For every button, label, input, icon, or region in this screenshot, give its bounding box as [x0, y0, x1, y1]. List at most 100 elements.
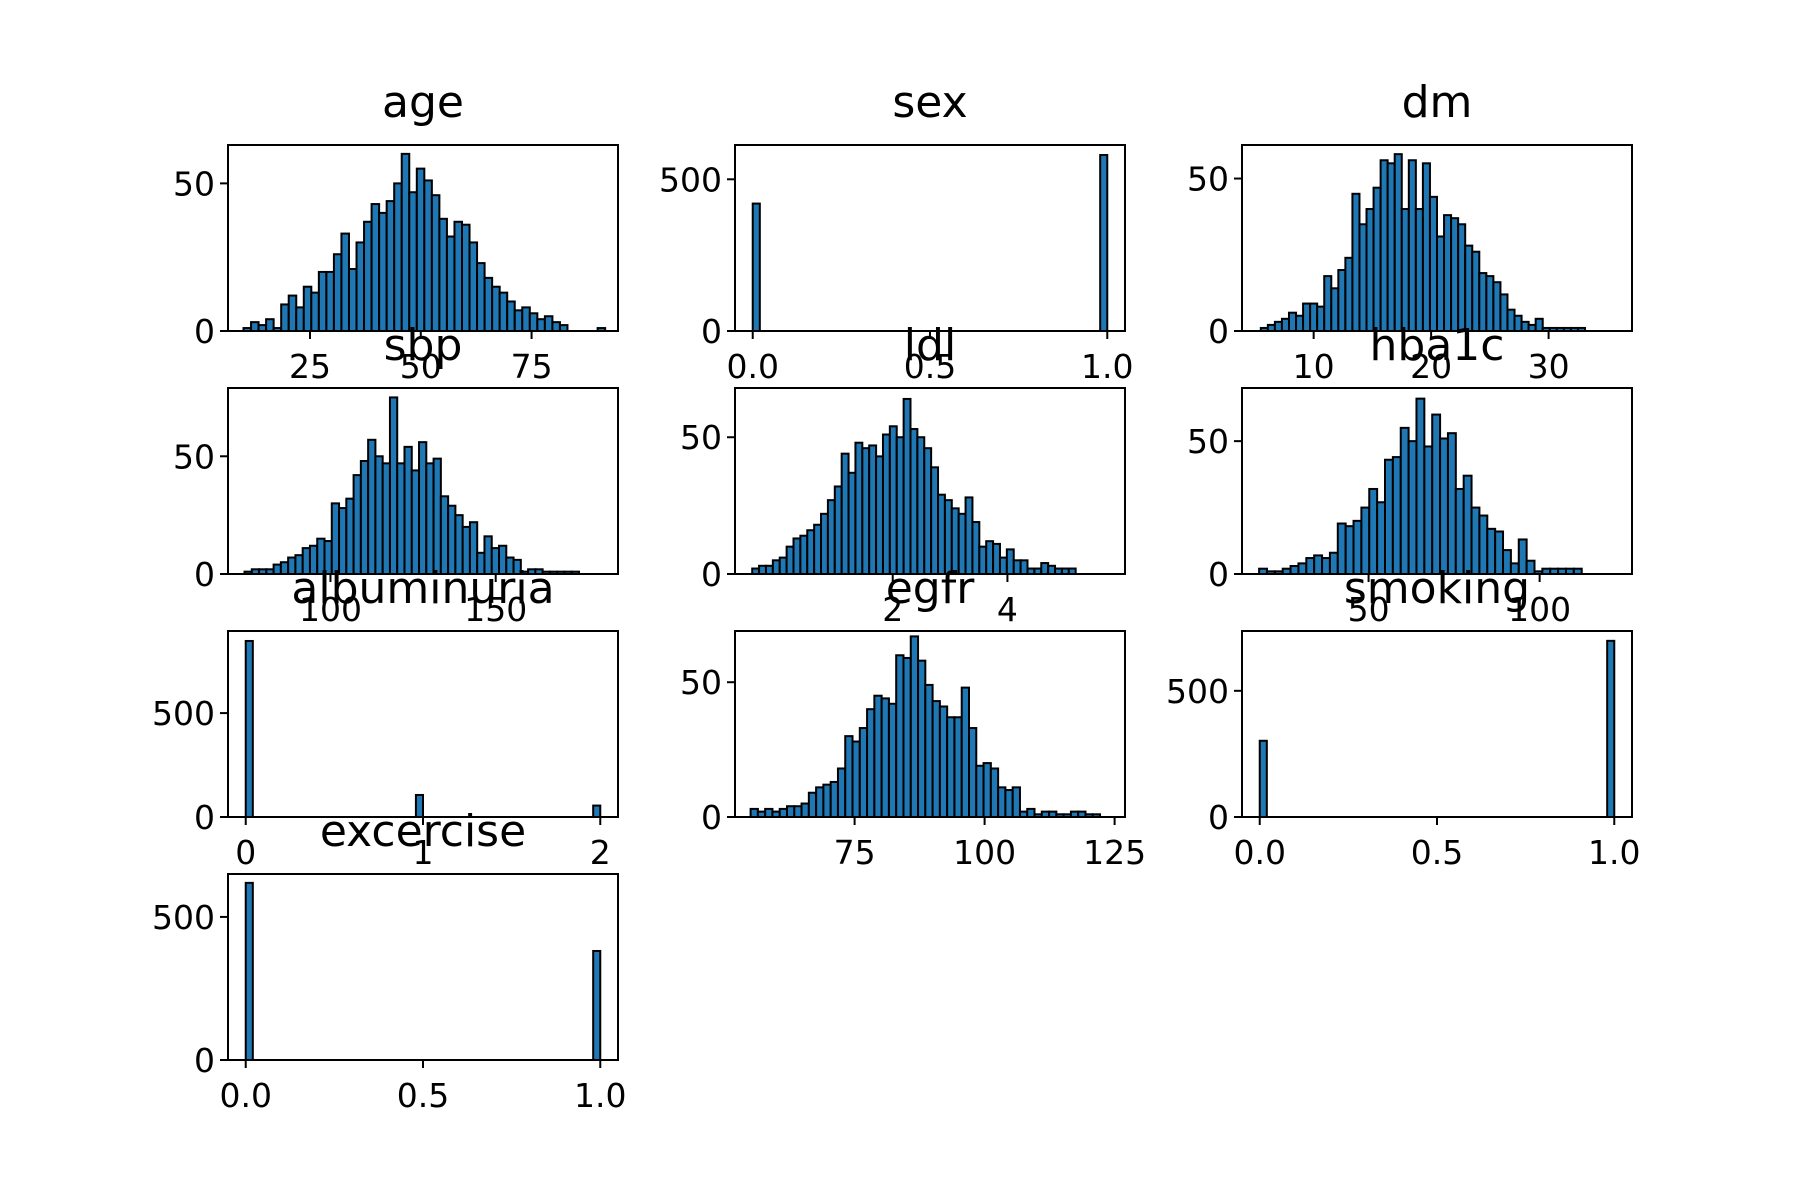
- histogram-bar: [498, 291, 509, 332]
- histogram-bar: [453, 220, 464, 332]
- subplot-title: ldl: [904, 320, 956, 371]
- axes-frame: [227, 387, 619, 575]
- histogram-bar: [1344, 256, 1354, 333]
- histogram-bar: [909, 428, 919, 575]
- histogram-bar: [1464, 244, 1474, 332]
- x-tick-label: 0.5: [904, 347, 956, 386]
- histogram-bar: [295, 306, 305, 333]
- y-tick-label: 50: [173, 164, 215, 203]
- histogram-bar: [1040, 562, 1050, 575]
- x-tick-label: 2: [590, 833, 611, 872]
- histogram-bar: [800, 802, 810, 819]
- histogram-bar: [895, 436, 905, 575]
- histogram-bar: [396, 462, 406, 575]
- histogram-bar: [764, 807, 774, 818]
- histogram-bar: [432, 457, 442, 576]
- histogram-bar: [978, 545, 988, 576]
- y-tick-label: 0: [1208, 312, 1229, 351]
- histogram-bar: [840, 452, 850, 575]
- histogram-bar: [1450, 217, 1460, 332]
- x-tick-label: 50: [400, 347, 442, 386]
- histogram-bar: [873, 694, 883, 819]
- histogram-bar: [799, 534, 809, 576]
- histogram-bar: [1423, 445, 1434, 575]
- histogram-bar: [751, 202, 761, 332]
- histogram-bar: [771, 559, 781, 576]
- histogram-bar: [924, 683, 934, 818]
- x-tick-label: 1: [413, 833, 434, 872]
- histogram-bar: [592, 804, 602, 819]
- histogram-bar: [1443, 214, 1453, 333]
- histogram-bar: [1365, 208, 1375, 332]
- histogram-bar: [1384, 458, 1394, 575]
- histogram-bar: [513, 309, 524, 332]
- histogram-bar: [930, 466, 940, 576]
- histogram-bar: [374, 455, 384, 575]
- histogram-bar: [543, 315, 554, 332]
- histogram-bar: [1019, 559, 1029, 576]
- histogram-bar: [826, 499, 836, 575]
- histogram-bar: [461, 223, 471, 333]
- histogram-bar: [836, 767, 847, 818]
- x-tick-label: 1.0: [1081, 347, 1133, 386]
- histogram-bar: [1026, 807, 1036, 818]
- y-tick-label: 0: [701, 555, 722, 594]
- histogram-bar: [1328, 551, 1339, 575]
- histogram-bar: [1454, 487, 1465, 575]
- subplot-sex: 0 500 0.0 0.5 1.0 sex: [659, 77, 1134, 386]
- subplot-excercise: 0 500 0.0 0.5 1.0 excercise: [152, 806, 627, 1115]
- histogram-bar: [881, 433, 891, 575]
- histogram-bar: [1273, 320, 1283, 333]
- histogram-bar: [1316, 305, 1326, 332]
- histogram-bar: [861, 447, 871, 575]
- histogram-bar: [749, 807, 759, 818]
- axes-frame: [734, 630, 1126, 818]
- histogram-bar: [445, 235, 456, 333]
- subplot-title: albuminuria: [291, 563, 554, 614]
- histogram-bar: [418, 441, 428, 575]
- x-tick-label: 0.0: [726, 347, 778, 386]
- subplot-title: sbp: [384, 320, 463, 371]
- histogram-bar: [1258, 739, 1268, 819]
- histogram-bar: [758, 564, 767, 575]
- histogram-bar: [536, 318, 546, 333]
- histogram-bar: [764, 564, 774, 575]
- y-tick-label: 0: [1208, 555, 1229, 594]
- histogram-bar: [916, 436, 926, 575]
- subplot-title: dm: [1402, 77, 1473, 128]
- x-tick-label: 0.5: [1411, 833, 1463, 872]
- histogram-bar: [528, 312, 539, 333]
- x-tick-label: 25: [289, 347, 331, 386]
- y-tick-label: 500: [152, 694, 215, 733]
- histogram-bar: [425, 462, 435, 575]
- x-tick-label: 75: [834, 833, 876, 872]
- histogram-bar: [868, 444, 878, 575]
- histogram-bar: [975, 764, 985, 819]
- histogram-bar: [858, 727, 869, 818]
- x-tick-label: 0.0: [219, 1076, 271, 1115]
- histogram-bar: [438, 217, 448, 332]
- histogram-bar: [909, 635, 920, 819]
- subplot-hba1c: 0 50 50 100 hba1c: [1187, 320, 1633, 629]
- histogram-bar: [1321, 557, 1331, 575]
- histogram-bar: [1506, 308, 1516, 333]
- subplot-title: smoking: [1344, 563, 1530, 614]
- histogram-bar: [822, 783, 832, 819]
- subplot-age: 0 50 25 50 75 age: [173, 77, 619, 386]
- y-tick-label: 50: [1187, 422, 1229, 461]
- histogram-bar: [1047, 564, 1057, 575]
- histogram-bar: [1446, 432, 1457, 576]
- histogram-bar: [982, 762, 992, 819]
- histogram-bar: [385, 200, 396, 332]
- histogram-bar: [1520, 320, 1530, 333]
- histogram-bar: [813, 523, 823, 576]
- histogram-bar: [888, 425, 898, 576]
- histogram-bar: [1295, 314, 1305, 332]
- y-tick-label: 0: [194, 1041, 215, 1080]
- y-tick-label: 50: [173, 437, 215, 476]
- histogram-bar: [1099, 154, 1109, 332]
- histogram-bar: [1513, 314, 1523, 332]
- histogram-bar: [806, 529, 816, 575]
